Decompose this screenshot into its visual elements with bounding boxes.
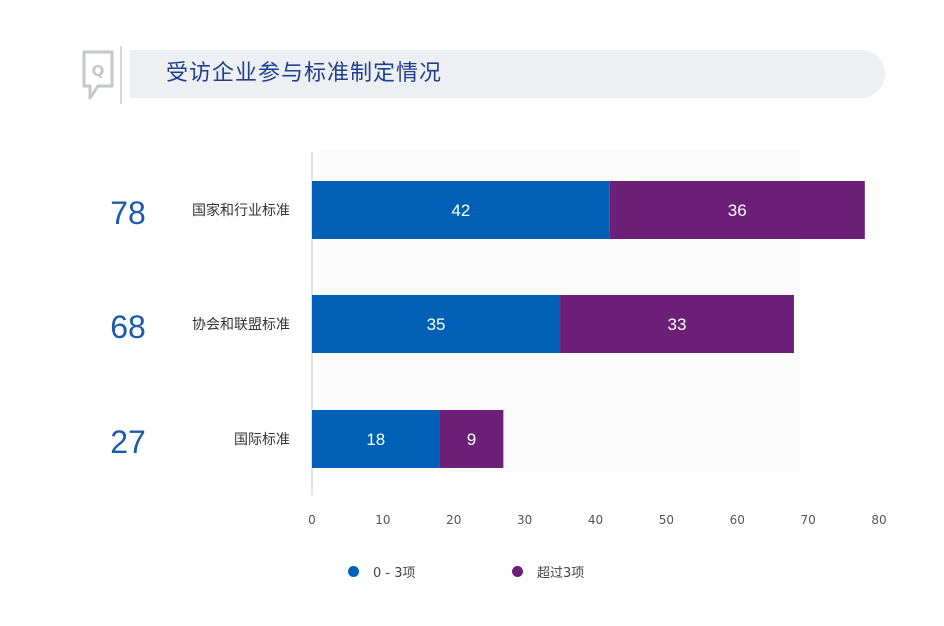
bar-value-label: 18 bbox=[366, 430, 385, 449]
header-bar bbox=[130, 50, 885, 98]
legend-label-0-3: 0 - 3项 bbox=[373, 565, 416, 581]
legend-label-over-3: 超过3项 bbox=[537, 565, 585, 581]
x-tick-label: 20 bbox=[446, 513, 461, 527]
page-title: 受访企业参与标准制定情况 bbox=[166, 61, 443, 86]
category-label: 国际标准 bbox=[234, 432, 290, 448]
q-speech-bubble-icon: Q bbox=[82, 50, 114, 100]
legend-item-0-3: 0 - 3项 bbox=[348, 561, 416, 581]
x-tick-label: 40 bbox=[588, 513, 603, 527]
legend-dot-over-3 bbox=[512, 565, 523, 577]
svg-text:Q: Q bbox=[92, 62, 105, 80]
x-tick-label: 50 bbox=[659, 513, 674, 527]
bar-value-label: 9 bbox=[467, 430, 476, 449]
bar-segment-over-3 bbox=[439, 410, 504, 468]
x-tick-label: 70 bbox=[800, 513, 815, 527]
legend-item-over-3: 超过3项 bbox=[512, 561, 584, 581]
x-tick-label: 80 bbox=[871, 513, 886, 527]
bar-value-label: 42 bbox=[451, 201, 470, 220]
category-label: 国家和行业标准 bbox=[192, 202, 290, 219]
legend-dot-0-3 bbox=[348, 565, 359, 577]
bar-segment-0-3 bbox=[312, 181, 610, 239]
category-total: 78 bbox=[110, 195, 146, 231]
bar-segment-over-3 bbox=[609, 181, 865, 239]
category-total: 68 bbox=[110, 309, 146, 345]
x-tick-label: 30 bbox=[517, 513, 532, 527]
category-label: 协会和联盟标准 bbox=[192, 317, 290, 333]
bar-value-label: 36 bbox=[728, 201, 747, 220]
bar-value-label: 33 bbox=[668, 315, 687, 334]
bar-segment-over-3 bbox=[560, 295, 794, 353]
bar-value-label: 35 bbox=[427, 315, 446, 334]
header-divider bbox=[120, 46, 122, 104]
bar-segment-0-3 bbox=[312, 410, 440, 468]
x-tick-label: 0 bbox=[308, 513, 316, 527]
bar-segment-0-3 bbox=[312, 295, 561, 353]
x-tick-label: 60 bbox=[730, 513, 745, 527]
category-total: 27 bbox=[110, 424, 146, 460]
x-tick-label: 10 bbox=[375, 513, 390, 527]
